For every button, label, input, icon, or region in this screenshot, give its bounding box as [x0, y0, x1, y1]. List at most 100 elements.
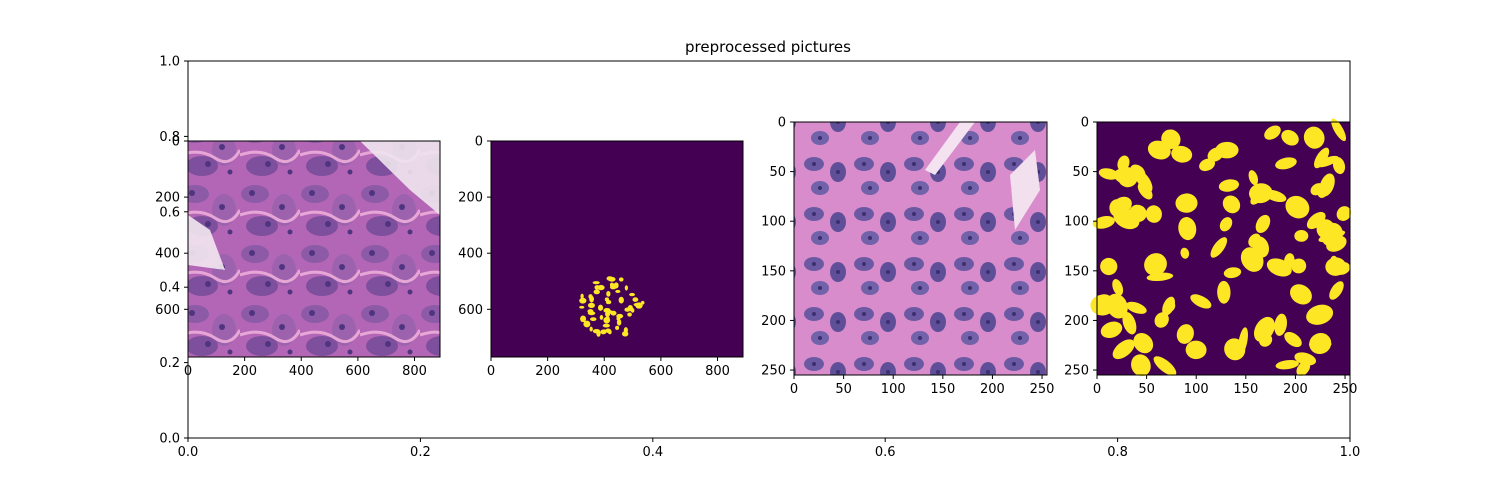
panel-2-binary-mask: 0 200 400 600 800 0 200 400 600 [458, 135, 744, 380]
nucleus-blob [1117, 155, 1130, 172]
mask-blob [603, 316, 611, 324]
x-tick-label: 0.4 [642, 445, 663, 460]
y-tick-label: 250 [1064, 364, 1089, 379]
nucleus-blob [1178, 217, 1197, 241]
nucleus-blob [1133, 332, 1154, 354]
nucleus-blob [1199, 158, 1215, 172]
nucleus-blob [1098, 168, 1119, 180]
mask-blob [589, 326, 593, 332]
y-tick-label: 600 [155, 303, 180, 318]
nucleus-blob [1210, 237, 1228, 258]
y-tick-label: 100 [761, 215, 786, 230]
nucleus-blob [1219, 217, 1233, 232]
mask-blob [587, 302, 595, 308]
x-tick-label: 0.0 [178, 445, 199, 460]
y-tick-label: 0 [1081, 116, 1089, 131]
nucleus-blob [1329, 281, 1344, 300]
y-tick-label: 200 [761, 314, 786, 329]
background-x-ticks: 0.0 0.2 0.4 0.6 0.8 1.0 [178, 438, 1360, 460]
panel-4-ticks: 0 50 100 150 200 250 0 50 100 150 200 250 [1064, 116, 1357, 398]
x-tick-label: 100 [881, 382, 906, 397]
panel-2-ticks: 0 200 400 600 800 0 200 400 600 [458, 135, 730, 380]
nucleus-blob [1303, 126, 1325, 149]
nucleus-blob [1131, 354, 1151, 377]
x-tick-label: 0.8 [1107, 445, 1128, 460]
x-tick-label: 150 [930, 382, 955, 397]
mask-blob [580, 293, 584, 299]
nucleus-blob [1274, 313, 1288, 336]
background-y-ticks: 0.0 0.2 0.4 0.6 0.8 1.0 [159, 55, 188, 447]
nucleus-blob [1291, 258, 1307, 274]
nucleus-blob [1331, 118, 1347, 142]
nucleus-blob [1113, 168, 1136, 185]
x-tick-label: 200 [1283, 382, 1308, 397]
panel-1-white-region [360, 141, 440, 215]
nucleus-blob [1092, 216, 1115, 229]
nucleus-blob [1259, 333, 1273, 347]
nucleus-blob [1285, 195, 1310, 219]
nucleus-blob [1249, 183, 1273, 204]
nucleus-blob [1255, 214, 1271, 233]
nucleus-blob [1122, 311, 1137, 335]
nucleus-blob [1222, 195, 1241, 214]
nucleus-blob [1240, 247, 1264, 272]
mask-blob [624, 307, 631, 312]
y-tick-label: 0.4 [159, 281, 180, 296]
y-tick-label: 200 [155, 191, 180, 206]
x-tick-label: 150 [1233, 382, 1258, 397]
x-tick-label: 250 [1030, 382, 1055, 397]
x-tick-label: 50 [835, 382, 852, 397]
mask-blob [597, 304, 604, 311]
nucleus-blob [1113, 208, 1140, 230]
x-tick-label: 400 [592, 364, 617, 379]
nucleus-blob [1309, 333, 1332, 355]
x-tick-label: 800 [705, 364, 730, 379]
mask-blob [635, 302, 643, 309]
mask-blob [583, 320, 591, 328]
y-tick-label: 150 [1064, 264, 1089, 279]
nucleus-blob [1190, 294, 1212, 309]
mask-blob [605, 300, 612, 305]
nucleus-blob [1248, 170, 1259, 186]
nucleus-blob [1165, 302, 1176, 313]
nucleus-blob [1154, 312, 1169, 328]
nucleus-blob [1314, 147, 1330, 169]
panel-3-frame [793, 121, 1048, 376]
mask-blob [627, 312, 632, 317]
mask-blob [629, 292, 635, 297]
panel-3-white-crack [925, 122, 975, 175]
mask-blob [616, 319, 622, 326]
x-tick-label: 50 [1138, 382, 1155, 397]
x-tick-label: 400 [289, 364, 314, 379]
mask-blob [587, 311, 596, 316]
nucleus-blob [1238, 327, 1248, 355]
y-tick-label: 200 [458, 191, 483, 206]
y-tick-label: 0.6 [159, 205, 180, 220]
background-axes: 0.0 0.2 0.4 0.6 0.8 1.0 0.0 0.2 0.4 0.6 0.8 1.0 [159, 55, 1360, 461]
nucleus-blob [1275, 360, 1299, 370]
mask-blob [599, 315, 604, 320]
mask-blob [632, 297, 639, 302]
x-tick-label: 0.2 [410, 445, 431, 460]
nucleus-blob [1100, 321, 1123, 338]
y-tick-label: 400 [458, 247, 483, 262]
y-tick-label: 600 [458, 303, 483, 318]
mask-blob [601, 329, 607, 334]
mask-blob [603, 307, 611, 313]
y-tick-label: 200 [1064, 314, 1089, 329]
mask-blob [615, 289, 621, 294]
panel-3-he-high-mag: 0 50 100 150 200 250 0 50 100 150 200 250 [761, 116, 1054, 398]
nucleus-blob [1223, 267, 1242, 279]
nucleus-blob [1207, 147, 1224, 162]
x-tick-label: 600 [345, 364, 370, 379]
nucleus-blob [1180, 247, 1190, 259]
nucleus-blob [1217, 280, 1231, 304]
nucleus-blob [1175, 193, 1198, 213]
y-tick-label: 250 [761, 364, 786, 379]
y-tick-label: 0.2 [159, 356, 180, 371]
y-tick-label: 0 [475, 135, 483, 150]
x-tick-label: 0 [1093, 382, 1101, 397]
nucleus-blob [1281, 129, 1299, 146]
nucleus-blob [1317, 186, 1327, 198]
